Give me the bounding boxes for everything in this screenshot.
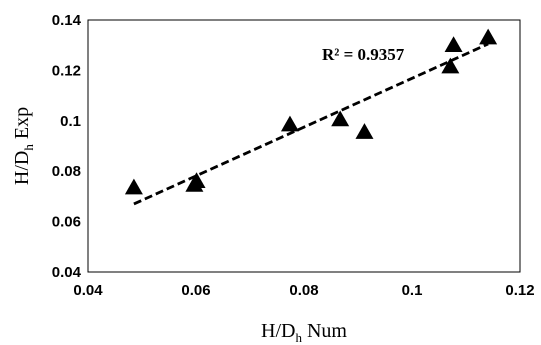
data-point-triangle [441,57,460,74]
x-tick-label: 0.08 [289,282,318,299]
plot-frame [87,19,521,273]
data-point-triangle [355,123,374,139]
y-tick-label: 0.08 [52,163,81,180]
data-point-triangle [124,178,143,195]
y-tick-label: 0.1 [60,113,81,130]
trendline [133,42,489,206]
y-tick-label: 0.06 [52,214,81,231]
x-tick-label: 0.06 [181,282,210,299]
y-axis-ticks: 0.04 0.06 0.08 0.1 0.12 0.14 [52,12,82,281]
y-tick-label: 0.04 [52,264,82,281]
data-point-triangle [331,110,350,127]
y-tick-label: 0.14 [52,12,82,29]
y-axis-title-sub: h [21,144,36,151]
x-axis-title-main: H/D [261,320,295,342]
x-axis-ticks: 0.04 0.06 0.08 0.1 0.12 [73,282,534,299]
r-squared-annotation: R² = 0.9357 [322,45,405,64]
x-tick-label: 0.04 [73,282,103,299]
data-point-triangle [479,28,498,45]
y-axis-title-main: H/D [11,151,33,185]
y-axis-title-tail: Exp [11,107,33,144]
y-tick-label: 0.12 [52,62,81,79]
x-tick-label: 0.12 [505,282,534,299]
x-axis-title-sub: h [295,330,302,345]
data-points [124,28,498,195]
x-axis-title-tail: Num [302,320,347,342]
y-axis-title: H/Dh Exp [11,107,36,185]
x-axis-title: H/Dh Num [261,320,347,345]
data-point-triangle [187,172,206,189]
data-point-triangle [280,115,299,132]
data-point-triangle [444,36,463,52]
x-tick-label: 0.1 [402,282,423,299]
